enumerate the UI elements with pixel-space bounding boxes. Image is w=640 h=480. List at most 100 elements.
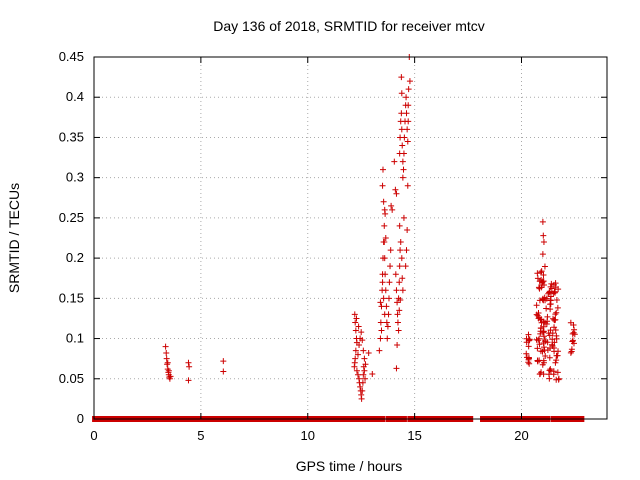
data-point (539, 251, 546, 258)
data-point (379, 279, 386, 286)
data-point (377, 299, 384, 306)
data-point (385, 295, 392, 302)
data-point (398, 110, 405, 117)
data-point (554, 304, 561, 311)
y-tick-labels: 0 0.05 0.1 0.15 0.2 0.25 0.3 0.35 0.4 0.45 (59, 49, 84, 426)
data-point (380, 295, 387, 302)
data-point (533, 302, 540, 309)
data-point (352, 319, 359, 326)
data-point (403, 110, 410, 117)
data-point (543, 305, 550, 312)
data-point (551, 288, 558, 295)
data-point (533, 336, 540, 343)
data-point (397, 296, 404, 303)
data-point (392, 271, 399, 278)
data-point (537, 269, 544, 276)
data-point (536, 341, 543, 348)
data-point (376, 347, 383, 354)
data-point (546, 354, 553, 361)
data-point (395, 327, 402, 334)
data-point (399, 287, 406, 294)
data-point (405, 86, 412, 93)
data-point (552, 284, 559, 291)
data-point (351, 311, 358, 318)
data-point (568, 346, 575, 353)
data-point (359, 337, 366, 344)
data-point (551, 348, 558, 355)
data-point (352, 327, 359, 334)
data-point (549, 330, 556, 337)
data-point (377, 335, 384, 342)
data-point (383, 319, 390, 326)
data-point (361, 355, 368, 362)
data-point (539, 278, 546, 285)
data-point (400, 150, 407, 157)
data-point (354, 351, 361, 358)
data-point (355, 323, 362, 330)
y-tick-label: 0.4 (66, 89, 84, 104)
data-point (540, 323, 547, 330)
data-point (544, 347, 551, 354)
data-point (535, 309, 542, 316)
data-point (403, 247, 410, 254)
data-point (546, 367, 553, 374)
data-points (162, 54, 578, 402)
data-point (536, 297, 543, 304)
data-point (396, 307, 403, 314)
x-axis-label: GPS time / hours (296, 458, 403, 474)
data-point (365, 350, 372, 357)
y-tick-label: 0.05 (59, 371, 84, 386)
data-point (539, 348, 546, 355)
data-point (570, 329, 577, 336)
data-point (381, 255, 388, 262)
data-point (536, 335, 543, 342)
x-tick-label: 10 (301, 428, 315, 443)
data-point (382, 287, 389, 294)
data-point (389, 206, 396, 213)
data-point (552, 359, 559, 366)
data-point (378, 327, 385, 334)
data-point (377, 319, 384, 326)
data-point (404, 226, 411, 233)
data-point (393, 365, 400, 372)
x-tick-label: 15 (407, 428, 421, 443)
data-point (382, 271, 389, 278)
data-point (549, 341, 556, 348)
data-point (167, 373, 174, 380)
data-point (553, 357, 560, 364)
data-point (163, 355, 170, 362)
data-point (540, 272, 547, 279)
data-point (551, 324, 558, 331)
x-tick-label: 0 (90, 428, 97, 443)
data-point (547, 301, 554, 308)
data-point (381, 222, 388, 229)
data-point (360, 371, 367, 378)
data-point (548, 280, 555, 287)
data-point (534, 358, 541, 365)
data-point (162, 343, 169, 350)
data-point (358, 329, 365, 336)
data-point (540, 357, 547, 364)
data-point (393, 190, 400, 197)
y-tick-label: 0 (77, 411, 84, 426)
data-point (387, 247, 394, 254)
data-point (544, 313, 551, 320)
data-point (542, 352, 549, 359)
data-point (569, 330, 576, 337)
data-point (362, 361, 369, 368)
y-tick-label: 0.1 (66, 331, 84, 346)
data-point (552, 311, 559, 318)
y-tick-label: 0.2 (66, 250, 84, 265)
data-point (358, 395, 365, 402)
x-tick-label: 20 (514, 428, 528, 443)
data-point (525, 343, 532, 350)
data-point (526, 336, 533, 343)
data-point (361, 367, 368, 374)
data-point (534, 312, 541, 319)
data-point (388, 202, 395, 209)
data-point (555, 375, 562, 382)
data-point (569, 338, 576, 345)
chart-title: Day 136 of 2018, SRMTID for receiver mtc… (213, 18, 485, 34)
data-point (352, 347, 359, 354)
